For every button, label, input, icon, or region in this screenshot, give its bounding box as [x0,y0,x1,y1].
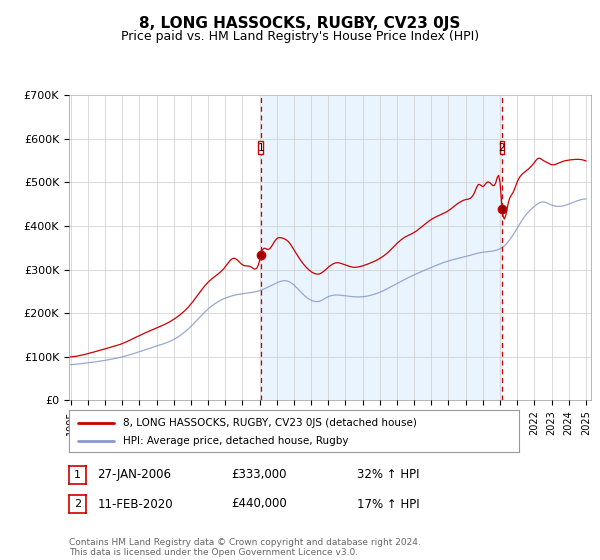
Text: HPI: Average price, detached house, Rugby: HPI: Average price, detached house, Rugb… [123,436,349,446]
Text: 1: 1 [74,470,81,480]
Text: 8, LONG HASSOCKS, RUGBY, CV23 0JS: 8, LONG HASSOCKS, RUGBY, CV23 0JS [139,16,461,31]
Text: 8, LONG HASSOCKS, RUGBY, CV23 0JS (detached house): 8, LONG HASSOCKS, RUGBY, CV23 0JS (detac… [123,418,417,428]
Text: 2: 2 [74,499,81,509]
Text: 27-JAN-2006: 27-JAN-2006 [97,468,171,482]
Text: 11-FEB-2020: 11-FEB-2020 [97,497,173,511]
Text: 17% ↑ HPI: 17% ↑ HPI [357,497,419,511]
Text: £333,000: £333,000 [231,468,287,482]
Bar [259,142,263,153]
Bar [500,142,505,153]
Text: Contains HM Land Registry data © Crown copyright and database right 2024.
This d: Contains HM Land Registry data © Crown c… [69,538,421,557]
Bar [261,95,502,400]
Text: 32% ↑ HPI: 32% ↑ HPI [357,468,419,482]
Text: Price paid vs. HM Land Registry's House Price Index (HPI): Price paid vs. HM Land Registry's House … [121,30,479,43]
Text: £440,000: £440,000 [231,497,287,511]
Text: 1: 1 [257,142,264,152]
Text: 2: 2 [499,142,505,152]
